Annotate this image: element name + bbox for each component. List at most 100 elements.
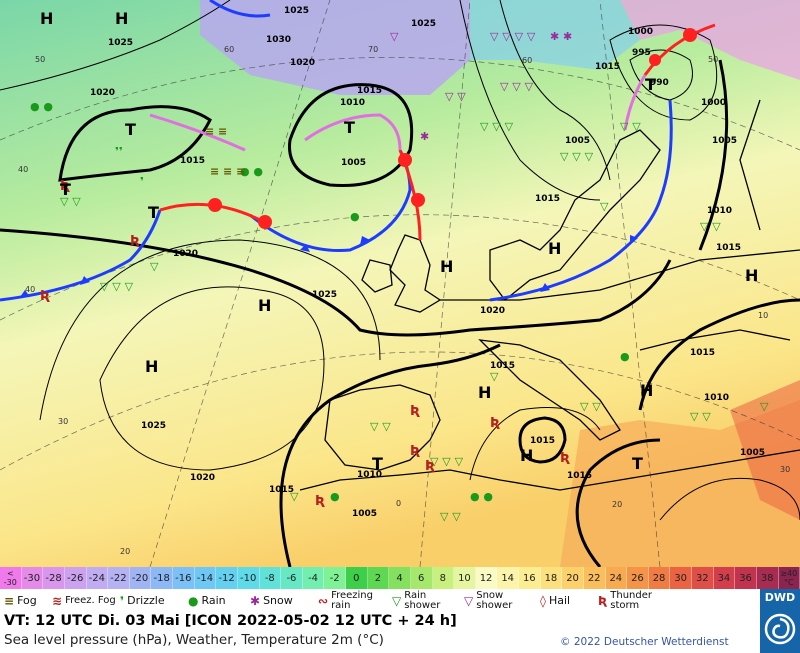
isobar-label: 1015 — [595, 62, 620, 72]
legend-symbol-icon: ≋ — [52, 594, 63, 608]
scale-cell: 26 — [627, 567, 649, 589]
cold-air-region — [470, 0, 640, 70]
isobar-label: 1015 — [716, 243, 741, 253]
rain-symbol: ● ● — [470, 490, 493, 503]
pressure-center-label: H — [115, 9, 128, 28]
rain-symbol: ● — [330, 490, 340, 503]
isobar-bold — [58, 105, 212, 182]
warm-air-region — [730, 380, 800, 520]
warm-front-pip — [208, 198, 222, 212]
isobar-label: 1010 — [357, 470, 382, 480]
dwd-logo: DWD — [760, 589, 800, 653]
isobar-bold — [575, 438, 661, 567]
snow-shower-symbol: ▽ — [390, 30, 399, 43]
rain-symbol: ● ● — [30, 100, 53, 113]
scale-cell: -20 — [129, 567, 152, 589]
warm-front-pip — [398, 153, 412, 167]
thunderstorm-symbol: Ʀ — [130, 234, 140, 249]
isobar-label: 1015 — [690, 348, 715, 358]
thunderstorm-symbol: Ʀ — [410, 444, 420, 459]
cold-front — [489, 99, 673, 302]
legend-symbol-icon: ✱ — [250, 594, 261, 608]
legend-label: Fog — [17, 594, 37, 607]
rain-shower-symbol: ▽ ▽ ▽ — [480, 120, 514, 133]
isobar-thin — [609, 24, 718, 121]
temperature-isoline-label: 40 — [18, 165, 28, 174]
isobar-label: 1015 — [269, 485, 294, 495]
isobar-label: 1025 — [411, 19, 436, 29]
isobar-label: 1025 — [284, 6, 309, 16]
legend-label: Snow — [263, 594, 293, 607]
legend-symbol-icon: ≡ — [4, 594, 15, 608]
legend-symbol-icon: Ʀ — [598, 594, 608, 608]
scale-cell: 6 — [410, 567, 433, 589]
thunderstorm-symbol: Ʀ — [315, 494, 325, 509]
isobar-label: 1005 — [565, 136, 590, 146]
rain-shower-symbol: ▽ ▽ — [690, 410, 711, 423]
fronts — [0, 0, 716, 302]
isobar-thin — [469, 407, 601, 481]
isobar-thin — [99, 286, 325, 471]
isobar-label: 1005 — [712, 136, 737, 146]
scale-cell: -28 — [43, 567, 65, 589]
occluded-front — [304, 113, 402, 151]
temperature-isoline-label: 10 — [758, 311, 768, 320]
scale-cell: -18 — [151, 567, 173, 589]
legend-label: Thunder storm — [610, 590, 652, 611]
scale-cell: 10 — [454, 567, 476, 589]
cold-front — [0, 209, 162, 302]
land-outline — [299, 449, 800, 491]
pressure-center-label: H — [145, 357, 158, 376]
isobar-label: 1000 — [701, 98, 726, 108]
legend-label: Freez. Fog — [65, 595, 116, 606]
temperature-isoline-label: 60 — [522, 56, 532, 65]
snow-symbol: ✱ — [420, 130, 429, 143]
pressure-center-label: H — [40, 9, 53, 28]
snow-symbol: ✱ ✱ — [550, 30, 572, 43]
isobar-label: 1000 — [628, 27, 653, 37]
scale-cell: -10 — [237, 567, 260, 589]
land-outline — [324, 384, 441, 471]
cold-front-pip — [300, 244, 310, 252]
isobar-bold — [288, 83, 414, 188]
longitude-line — [149, 0, 331, 567]
legend-label: Drizzle — [127, 594, 165, 607]
warm-front-pip — [411, 193, 425, 207]
rain-symbol: ● — [350, 210, 360, 223]
rain-symbol: ● ● — [240, 165, 263, 178]
isobar-label: 1020 — [90, 88, 115, 98]
legend-label: Snow shower — [476, 590, 513, 611]
land-outline — [489, 129, 661, 301]
cold-air-region — [200, 0, 470, 95]
front-symbols — [20, 28, 697, 297]
drizzle-symbol: ❜❜ — [115, 145, 123, 158]
temperature-isoline-label: 50 — [35, 55, 45, 64]
occluded-front — [149, 113, 246, 152]
legend-item: Ʀ Thunder storm — [594, 590, 672, 612]
isobars — [0, 0, 800, 567]
scale-cell: 20 — [562, 567, 584, 589]
legend-label: Rain — [201, 594, 226, 607]
temperature-isoline-label: 30 — [780, 465, 790, 474]
rain-shower-symbol: ▽ — [600, 200, 609, 213]
scale-cell: 36 — [735, 567, 757, 589]
isobar-label: 995 — [632, 48, 651, 58]
scale-cell: -14 — [194, 567, 217, 589]
legend-item: ▽ Rain shower — [388, 590, 460, 612]
scale-cell: 12 — [475, 567, 498, 589]
info-bar: VT: 12 UTC Di. 03 Mai [ICON 2022-05-02 1… — [0, 612, 760, 653]
thunderstorm-symbol: Ʀ — [40, 289, 50, 304]
warm-front-pip — [649, 54, 661, 66]
temperature-isoline-label: 60 — [224, 45, 234, 54]
isobar-label: 1025 — [141, 421, 166, 431]
isobar-bold — [698, 59, 729, 251]
logo-text: DWD — [764, 591, 796, 604]
scale-cell: 32 — [692, 567, 714, 589]
legend-symbol-icon: ▽ — [392, 594, 402, 608]
scale-cell: -2 — [324, 567, 346, 589]
legend-label: Rain shower — [404, 590, 441, 611]
warm-front-pip — [683, 28, 697, 42]
scale-cell: 18 — [540, 567, 563, 589]
